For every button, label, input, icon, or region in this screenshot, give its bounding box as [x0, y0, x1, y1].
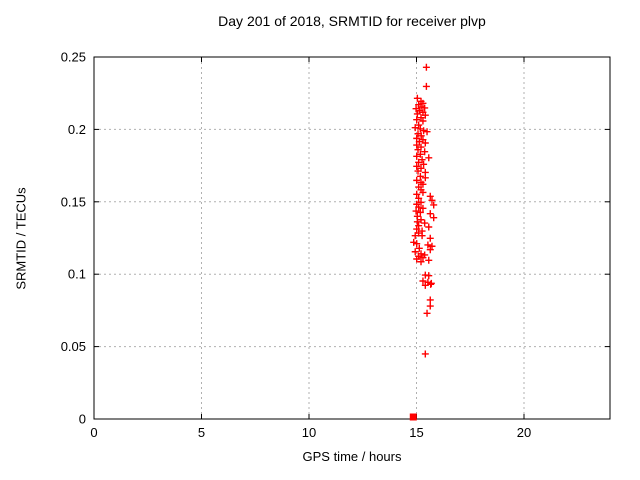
data-point [424, 241, 432, 249]
data-point [421, 104, 429, 112]
data-point [430, 214, 438, 222]
data-point [421, 111, 429, 119]
data-point [419, 117, 427, 125]
data-point [421, 139, 429, 147]
x-axis-label: GPS time / hours [302, 449, 402, 464]
data-point [415, 244, 423, 252]
data-point [411, 248, 419, 256]
data-point [411, 124, 419, 132]
x-tick-label: 15 [409, 425, 423, 440]
data-point [419, 180, 427, 188]
data-point [419, 254, 427, 262]
x-tick-label: 20 [517, 425, 531, 440]
y-tick-label: 0.05 [61, 339, 86, 354]
data-point [413, 190, 421, 198]
data-point [426, 296, 434, 304]
data-point [413, 152, 421, 160]
data-point [413, 255, 421, 263]
data-point [421, 281, 429, 289]
data-point [425, 272, 433, 280]
y-tick-label: 0.25 [61, 50, 86, 65]
data-point [426, 192, 434, 200]
data-point [419, 99, 427, 107]
data-point-square [409, 413, 417, 421]
data-point [412, 207, 420, 215]
y-tick-label: 0.2 [68, 122, 86, 137]
y-axis-label: SRMTID / TECUs [10, 57, 32, 419]
data-point [428, 196, 436, 204]
data-point [423, 128, 431, 136]
data-point [426, 302, 434, 310]
data-point [413, 218, 421, 226]
data-point [413, 225, 421, 233]
data-point [426, 210, 434, 218]
x-tick-label: 10 [302, 425, 316, 440]
data-point [413, 141, 421, 149]
data-point [417, 258, 425, 266]
data-point [416, 150, 424, 158]
data-point [413, 116, 421, 124]
y-tick-label: 0 [79, 412, 86, 427]
data-point [415, 158, 423, 166]
data-point [413, 94, 421, 102]
data-point [423, 309, 431, 317]
data-point [420, 127, 428, 135]
data-point [422, 63, 430, 71]
x-tick-label: 0 [90, 425, 97, 440]
plot-border [93, 56, 611, 420]
data-point [418, 232, 426, 240]
data-point [421, 174, 429, 182]
data-point [426, 246, 434, 254]
data-point [430, 201, 438, 209]
data-point [421, 219, 429, 227]
data-point [419, 277, 427, 285]
data-point [416, 208, 424, 216]
data-point [427, 280, 435, 288]
data-point [421, 148, 429, 156]
data-point [428, 242, 436, 250]
data-point [417, 216, 425, 224]
data-point [415, 194, 423, 202]
data-point [417, 198, 425, 206]
data-point [416, 172, 424, 180]
data-point [425, 154, 433, 162]
data-point [419, 204, 427, 212]
data-point [420, 160, 428, 168]
data-point [411, 232, 419, 240]
data-point [426, 234, 434, 242]
chart-title: Day 201 of 2018, SRMTID for receiver plv… [218, 13, 486, 29]
y-axis-label-text: SRMTID / TECUs [13, 186, 29, 290]
data-point [419, 188, 427, 196]
data-point [422, 82, 430, 90]
data-point [425, 256, 433, 264]
data-point [414, 146, 422, 154]
data-point [415, 203, 423, 211]
data-point [417, 103, 425, 111]
y-tick-label: 0.15 [61, 194, 86, 209]
data-point [413, 162, 421, 170]
data-point [421, 350, 429, 358]
data-point [413, 240, 421, 248]
data-point [425, 223, 433, 231]
data-point [417, 132, 425, 140]
x-tick-label: 5 [198, 425, 205, 440]
data-point [414, 167, 422, 175]
data-point [413, 176, 421, 184]
y-tick-label: 0.1 [68, 267, 86, 282]
